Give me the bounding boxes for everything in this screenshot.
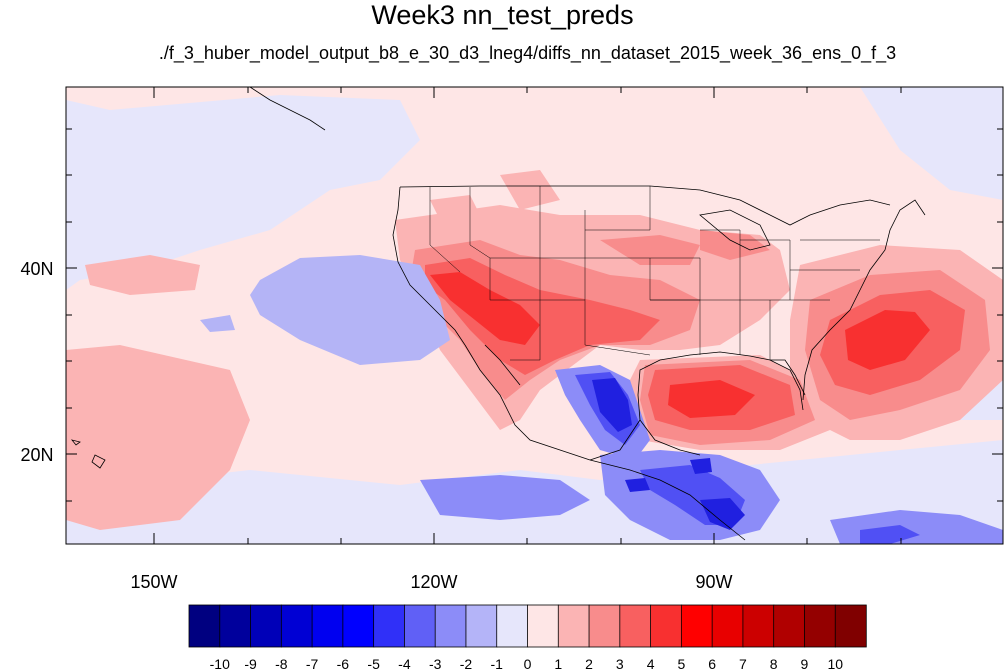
field-shading <box>66 87 1003 544</box>
colorbar-label: 10 <box>827 656 843 672</box>
colorbar-label: -3 <box>429 656 442 672</box>
field-region <box>625 478 650 492</box>
colorbar-label: 8 <box>770 656 778 672</box>
field-region <box>430 272 540 345</box>
field-region <box>500 170 560 210</box>
colorbar-label: 5 <box>677 656 685 672</box>
colorbar-label: 6 <box>708 656 716 672</box>
field-region <box>592 378 632 432</box>
lon-tick-label: 150W <box>130 572 177 592</box>
colorbar-label: 4 <box>647 656 655 672</box>
colorbar-swatch <box>280 604 313 648</box>
colorbar-label: -6 <box>337 656 350 672</box>
colorbar-label: 3 <box>616 656 624 672</box>
colorbar-swatch <box>188 604 221 648</box>
colorbar-swatch <box>834 604 867 648</box>
field-region <box>430 195 480 220</box>
colorbar-swatch <box>404 604 436 648</box>
field-region <box>668 380 755 418</box>
colorbar-swatch <box>496 604 529 648</box>
field-region <box>66 345 250 530</box>
lat-tick-label: 40N <box>20 259 53 279</box>
field-region <box>700 230 770 260</box>
colorbar-label: -9 <box>244 656 257 672</box>
field-region <box>250 255 450 365</box>
colorbar-swatch <box>527 604 559 648</box>
colorbar-swatch <box>311 604 344 648</box>
colorbar-swatch <box>773 604 806 648</box>
colorbar-label: -10 <box>210 656 230 672</box>
colorbar-label: -2 <box>460 656 473 672</box>
colorbar-label: 7 <box>739 656 747 672</box>
colorbar-label: 2 <box>585 656 593 672</box>
colorbar-swatch <box>557 604 590 648</box>
colorbar-swatch <box>250 604 283 648</box>
colorbar-label: -7 <box>306 656 319 672</box>
coastlines <box>70 87 926 541</box>
field-region <box>66 95 420 290</box>
colorbar-swatch <box>742 604 775 648</box>
state-borders <box>429 186 880 361</box>
field-region <box>420 475 590 520</box>
axis-ticks <box>66 87 1003 544</box>
colorbar-swatch <box>650 604 683 648</box>
colorbar-swatch <box>373 604 406 648</box>
colorbar-swatch <box>711 604 744 648</box>
colorbar-label: -5 <box>367 656 380 672</box>
colorbar-swatch <box>680 604 713 648</box>
colorbar-label: 1 <box>554 656 562 672</box>
colorbar-label: -1 <box>491 656 504 672</box>
lon-tick-label: 120W <box>410 572 457 592</box>
colorbar-swatch <box>342 604 375 648</box>
colorbar-swatch <box>434 604 467 648</box>
colorbar <box>188 604 867 648</box>
colorbar-swatch <box>619 604 652 648</box>
colorbar-label: -8 <box>275 656 288 672</box>
field-region <box>700 498 745 530</box>
field-region <box>845 310 930 370</box>
field-region <box>690 458 712 474</box>
map-subtitle: ./f_3_huber_model_output_b8_e_30_d3_lneg… <box>158 43 897 63</box>
colorbar-label: 9 <box>801 656 809 672</box>
colorbar-swatch <box>588 604 621 648</box>
field-region <box>860 87 1003 200</box>
colorbar-swatch <box>804 604 836 648</box>
colorbar-labels: -10 -9 -8 -7 -6 -5 -4 -3 -2 -1 0 1 2 3 4 5 6 7 8 9 10 <box>210 656 844 672</box>
field-region <box>85 255 200 295</box>
colorbar-swatch <box>465 604 498 648</box>
field-region <box>860 525 920 544</box>
map-title: Week3 nn_test_preds <box>371 0 634 30</box>
lat-tick-label: 20N <box>20 445 53 465</box>
colorbar-swatch <box>219 604 252 648</box>
lon-tick-label: 90W <box>695 572 732 592</box>
colorbar-label: -4 <box>398 656 411 672</box>
field-region <box>200 315 235 332</box>
field-region <box>600 235 700 265</box>
colorbar-label: 0 <box>524 656 532 672</box>
